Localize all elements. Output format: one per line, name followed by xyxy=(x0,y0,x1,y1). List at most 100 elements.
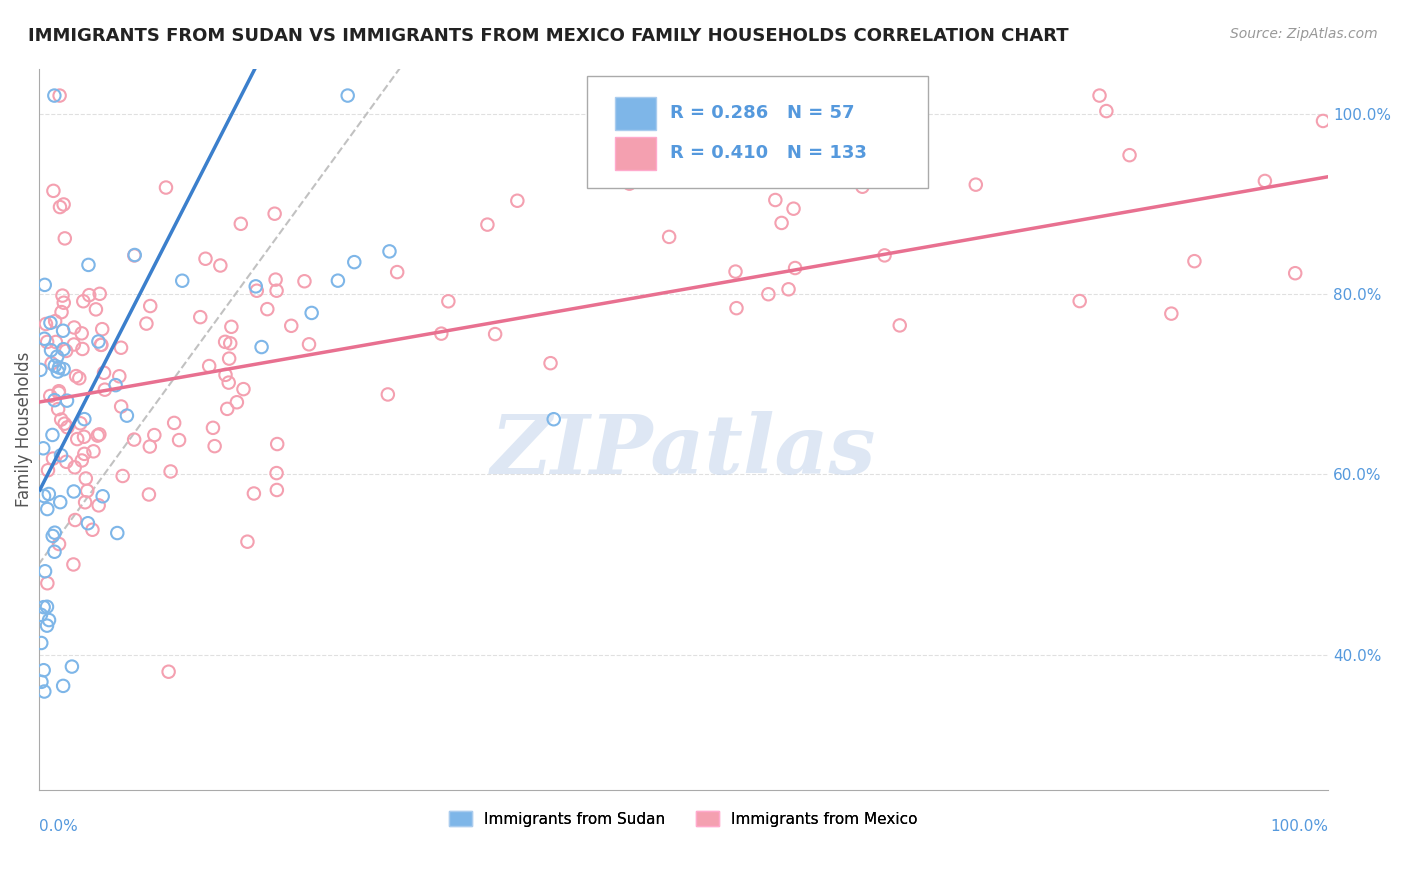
Point xyxy=(44,359,66,373)
Point xyxy=(111,469,134,483)
Point xyxy=(266,466,288,480)
Point xyxy=(62,558,84,572)
Point xyxy=(1160,307,1182,321)
Point xyxy=(37,463,59,477)
Point xyxy=(543,412,565,426)
Point xyxy=(93,366,115,380)
Text: Source: ZipAtlas.com: Source: ZipAtlas.com xyxy=(1230,27,1378,41)
Point xyxy=(52,362,75,376)
Point xyxy=(159,465,181,479)
Point xyxy=(77,288,100,302)
Point xyxy=(46,402,69,417)
Point xyxy=(139,440,162,454)
Point xyxy=(48,360,70,375)
Point xyxy=(437,294,460,309)
Point xyxy=(46,365,69,379)
Point xyxy=(32,442,55,456)
Point xyxy=(42,451,65,466)
Point xyxy=(236,534,259,549)
Point xyxy=(385,265,408,279)
Point xyxy=(217,401,239,416)
Point xyxy=(41,428,63,442)
Point xyxy=(75,471,97,485)
Point xyxy=(294,274,316,288)
Point xyxy=(110,341,132,355)
Point xyxy=(35,599,58,614)
Point xyxy=(30,607,52,622)
Point xyxy=(256,302,278,317)
Point xyxy=(221,319,243,334)
Point xyxy=(1184,254,1206,268)
Point xyxy=(1254,174,1277,188)
Point xyxy=(34,277,56,292)
Point xyxy=(52,679,75,693)
Point xyxy=(758,287,780,301)
Point xyxy=(32,663,55,677)
Point xyxy=(104,378,127,392)
Point xyxy=(209,259,232,273)
Point xyxy=(266,483,288,497)
Point xyxy=(105,526,128,541)
Point xyxy=(82,523,104,537)
FancyBboxPatch shape xyxy=(614,137,657,169)
Point xyxy=(115,409,138,423)
Point xyxy=(30,674,52,689)
Point xyxy=(155,180,177,194)
Point xyxy=(48,384,70,399)
Point xyxy=(56,393,79,408)
Point xyxy=(34,684,56,698)
Text: 100.0%: 100.0% xyxy=(1270,819,1329,834)
Point xyxy=(245,279,267,293)
Point xyxy=(55,455,77,469)
Point xyxy=(243,486,266,500)
Point xyxy=(72,294,94,309)
Point xyxy=(53,417,76,431)
Point xyxy=(38,487,60,501)
Point xyxy=(163,416,186,430)
Point xyxy=(44,525,66,540)
Point xyxy=(70,326,93,341)
Point xyxy=(214,368,236,382)
Point xyxy=(69,417,91,431)
Point xyxy=(51,305,73,319)
Point xyxy=(89,427,111,442)
Point xyxy=(280,318,302,333)
Point xyxy=(66,432,89,446)
Text: IMMIGRANTS FROM SUDAN VS IMMIGRANTS FROM MEXICO FAMILY HOUSEHOLDS CORRELATION CH: IMMIGRANTS FROM SUDAN VS IMMIGRANTS FROM… xyxy=(28,27,1069,45)
Point xyxy=(49,495,72,509)
Point xyxy=(63,460,86,475)
Point xyxy=(782,202,804,216)
Point xyxy=(218,376,240,390)
Point xyxy=(35,317,58,331)
Point xyxy=(63,337,86,351)
Point xyxy=(343,255,366,269)
Point xyxy=(35,618,58,632)
Point xyxy=(264,272,287,286)
Point xyxy=(41,356,63,370)
Point xyxy=(32,489,55,503)
Point xyxy=(124,248,146,262)
Point xyxy=(52,342,75,356)
Point xyxy=(214,334,236,349)
Point xyxy=(1069,294,1091,309)
Point xyxy=(87,334,110,349)
Point xyxy=(32,600,55,615)
Point xyxy=(889,318,911,333)
Point xyxy=(298,337,321,351)
Point xyxy=(65,369,87,384)
Point xyxy=(37,334,59,349)
Point xyxy=(77,516,100,531)
Point xyxy=(51,288,73,302)
Point xyxy=(55,343,77,358)
Point xyxy=(477,218,499,232)
Point xyxy=(377,387,399,401)
Point xyxy=(67,371,90,385)
Point xyxy=(266,284,288,298)
Point xyxy=(44,545,66,559)
Point xyxy=(619,177,641,191)
Point xyxy=(48,88,70,103)
Point xyxy=(52,197,75,211)
Point xyxy=(90,338,112,352)
Point xyxy=(1284,266,1306,280)
Point xyxy=(484,327,506,342)
